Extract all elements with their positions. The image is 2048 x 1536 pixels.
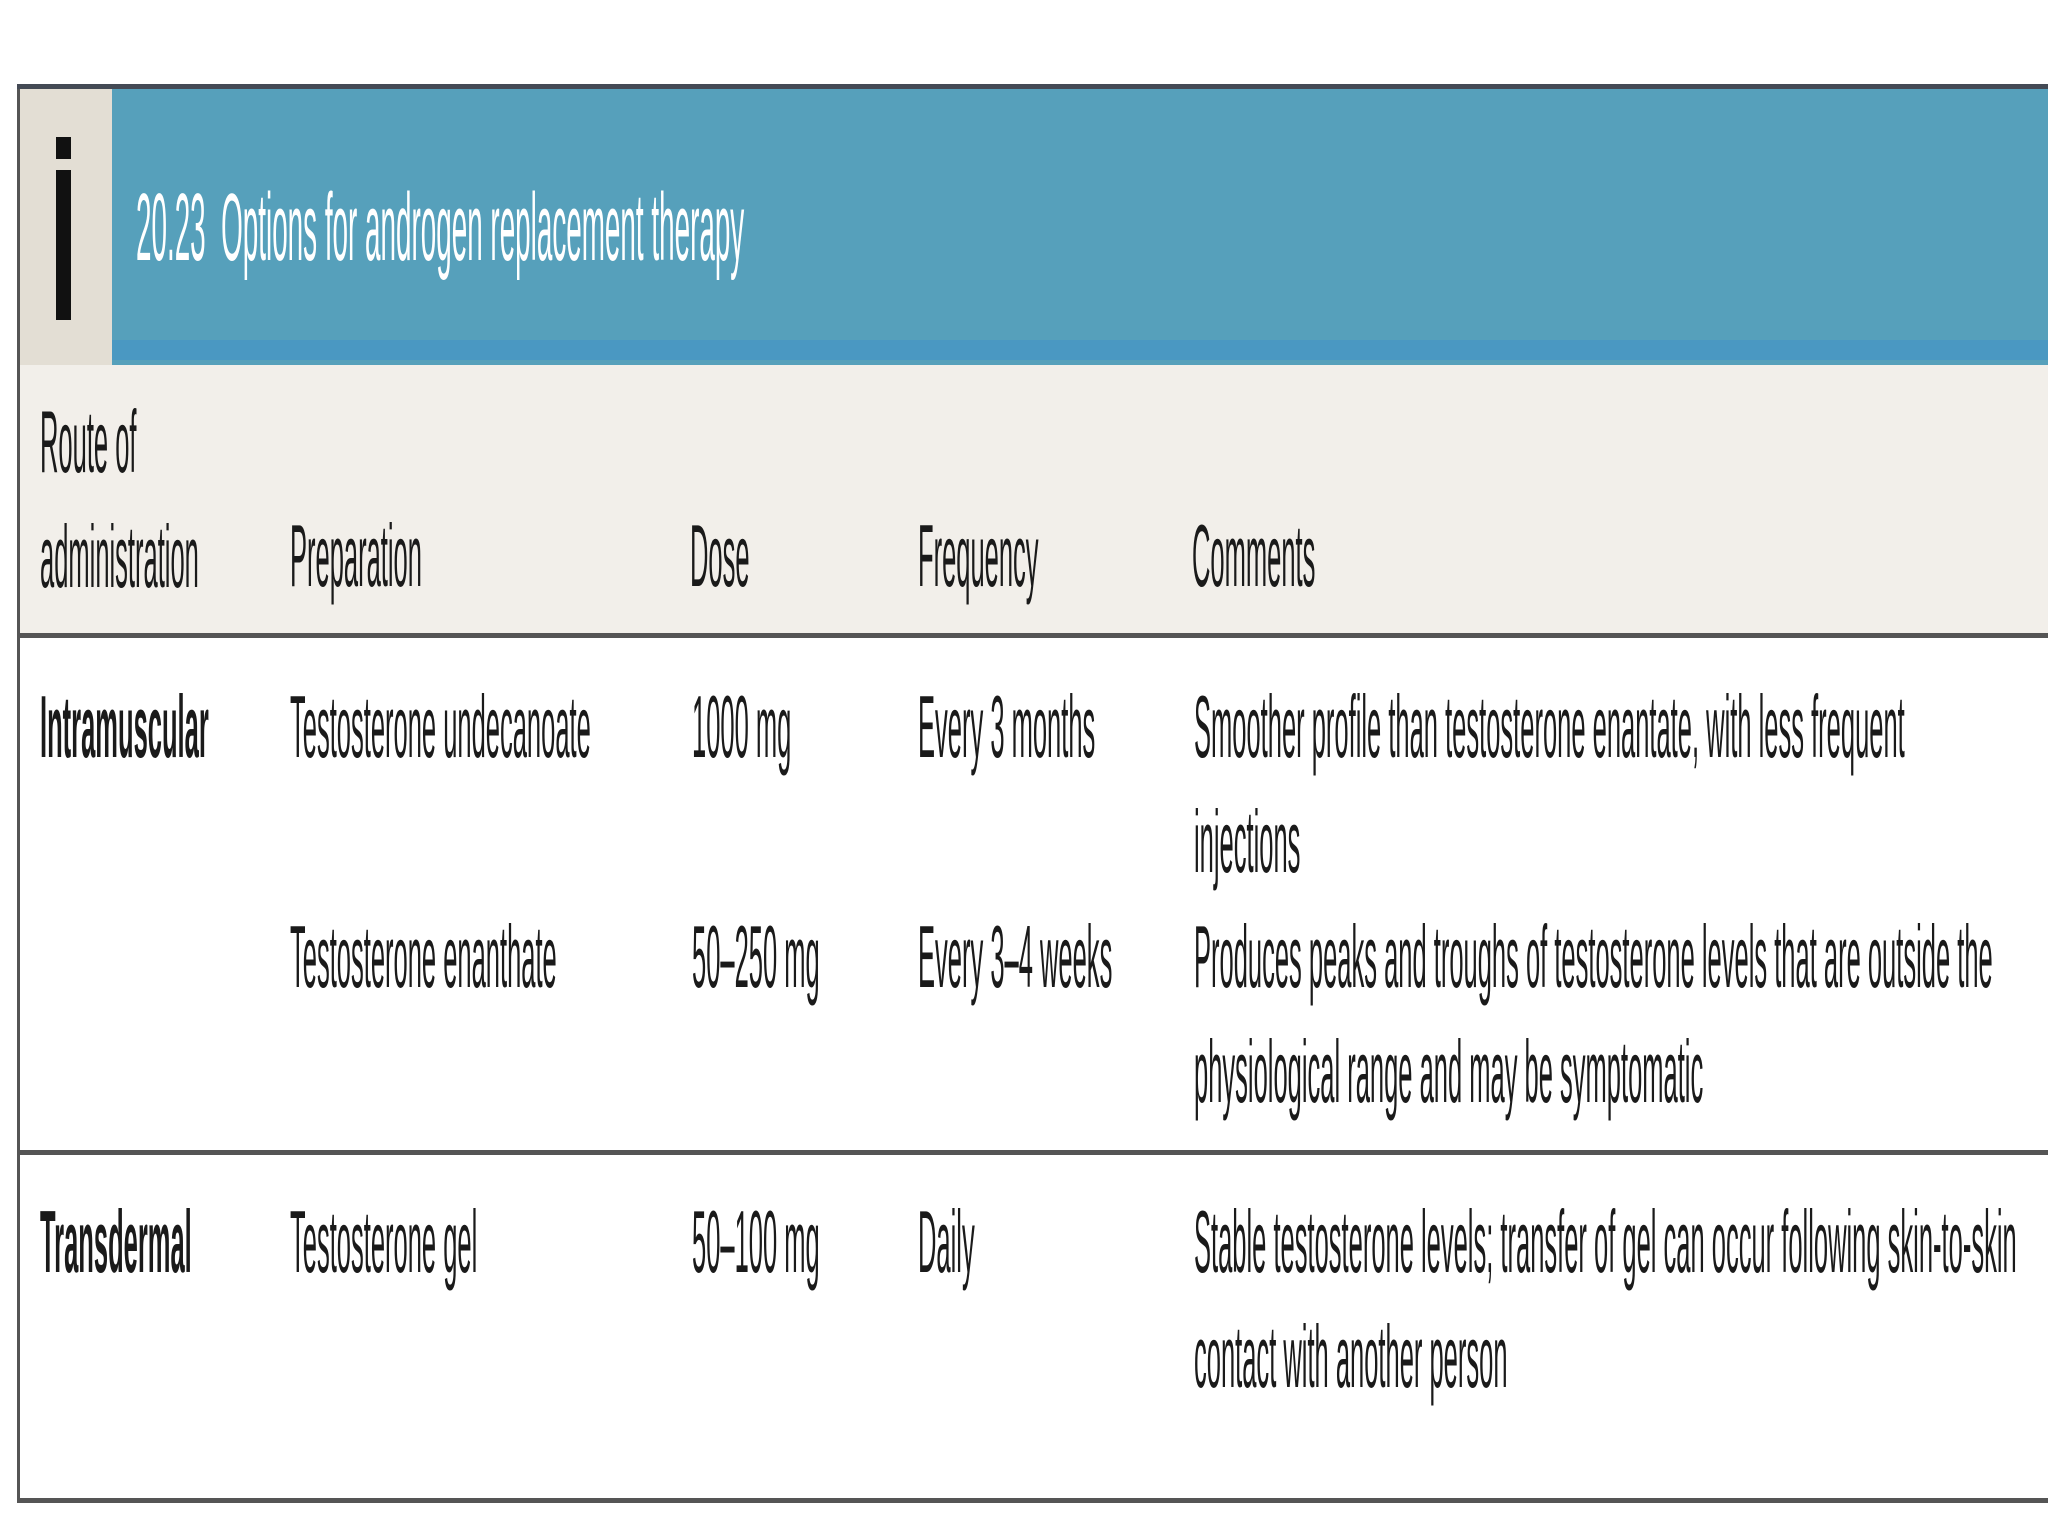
preparation-cell: Testosterone gel — [290, 1192, 478, 1291]
frequency-cell: Every 3 months — [918, 677, 1096, 776]
bottom-rule — [17, 1498, 2048, 1503]
box-number: 20.23 — [136, 174, 206, 281]
preparation-cell: Testosterone enanthate — [290, 907, 557, 1006]
comments-cell: Smoother profile than testosterone enant… — [1194, 677, 1905, 891]
top-rule — [17, 84, 2048, 89]
table-header-row — [20, 365, 2048, 635]
header-route: Route of administration — [40, 392, 199, 606]
comments-cell: Stable testosterone levels; transfer of … — [1194, 1192, 2017, 1406]
frequency-cell: Daily — [918, 1192, 975, 1291]
box-title: 20.23 Options for androgen replacement t… — [136, 168, 744, 288]
dose-cell: 50–250 mg — [692, 907, 820, 1006]
group-rule — [17, 1150, 2048, 1155]
frequency-cell: Every 3–4 weeks — [918, 907, 1113, 1006]
header-comments: Comments — [1192, 506, 1316, 605]
header-frequency: Frequency — [918, 506, 1039, 605]
box-title-text: Options for androgen replacement therapy — [221, 174, 745, 281]
route-intramuscular: Intramuscular — [40, 677, 209, 776]
route-transdermal: Transdermal — [40, 1192, 192, 1291]
title-banner — [112, 89, 2048, 365]
comments-cell: Produces peaks and troughs of testostero… — [1194, 907, 1993, 1121]
dose-cell: 50–100 mg — [692, 1192, 820, 1291]
info-i-icon-stem — [56, 170, 71, 320]
header-rule — [17, 633, 2048, 638]
dose-cell: 1000 mg — [692, 677, 792, 776]
info-i-icon — [56, 137, 71, 159]
header-dose: Dose — [690, 506, 750, 605]
header-preparation: Preparation — [290, 506, 422, 605]
preparation-cell: Testosterone undecanoate — [290, 677, 591, 776]
table-box — [17, 84, 2048, 1502]
banner-band — [112, 340, 2048, 360]
